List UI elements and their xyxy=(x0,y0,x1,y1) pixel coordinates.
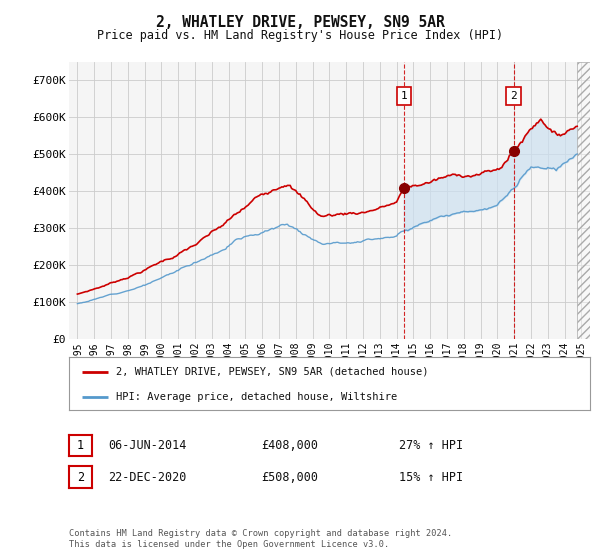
Text: 1: 1 xyxy=(77,438,84,452)
Text: Price paid vs. HM Land Registry's House Price Index (HPI): Price paid vs. HM Land Registry's House … xyxy=(97,29,503,42)
Text: 2, WHATLEY DRIVE, PEWSEY, SN9 5AR: 2, WHATLEY DRIVE, PEWSEY, SN9 5AR xyxy=(155,15,445,30)
Text: HPI: Average price, detached house, Wiltshire: HPI: Average price, detached house, Wilt… xyxy=(116,391,397,402)
Text: Contains HM Land Registry data © Crown copyright and database right 2024.
This d: Contains HM Land Registry data © Crown c… xyxy=(69,529,452,549)
Text: 06-JUN-2014: 06-JUN-2014 xyxy=(108,438,187,452)
Text: £508,000: £508,000 xyxy=(261,470,318,484)
Text: 2: 2 xyxy=(511,91,517,101)
Text: 22-DEC-2020: 22-DEC-2020 xyxy=(108,470,187,484)
Text: 15% ↑ HPI: 15% ↑ HPI xyxy=(399,470,463,484)
Text: 27% ↑ HPI: 27% ↑ HPI xyxy=(399,438,463,452)
Text: £408,000: £408,000 xyxy=(261,438,318,452)
Text: 1: 1 xyxy=(400,91,407,101)
Text: 2, WHATLEY DRIVE, PEWSEY, SN9 5AR (detached house): 2, WHATLEY DRIVE, PEWSEY, SN9 5AR (detac… xyxy=(116,367,428,377)
Text: 2: 2 xyxy=(77,470,84,484)
